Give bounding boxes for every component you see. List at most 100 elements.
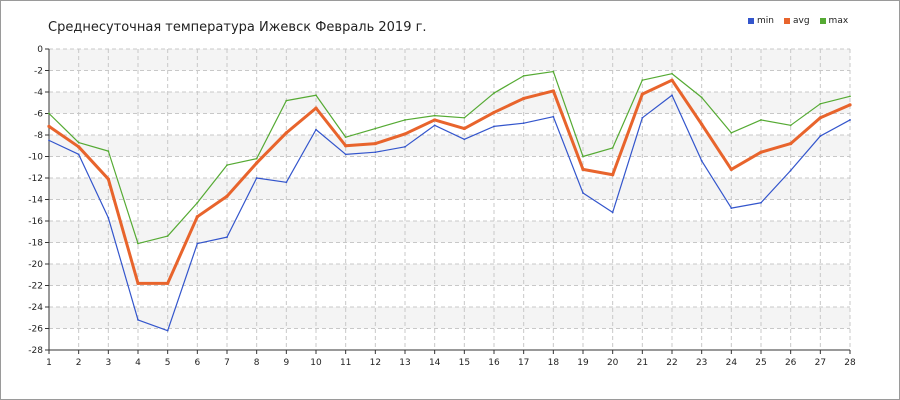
data-point-avg [403,132,407,136]
data-point-avg [759,150,763,154]
y-tick-label: -14 [28,196,43,206]
data-point-avg [848,103,852,107]
y-tick-label: -18 [28,239,43,249]
data-point-max [107,150,110,153]
data-point-max [641,79,644,82]
x-tick-label: 12 [370,358,381,368]
data-point-avg [373,142,377,146]
data-point-min [77,153,80,156]
data-point-avg [284,131,288,135]
y-tick-label: -8 [34,131,43,141]
data-point-max [285,99,288,102]
data-point-avg [492,110,496,115]
data-point-min [315,128,317,131]
x-tick-label: 17 [518,358,529,368]
x-tick-label: 7 [224,358,230,368]
grid-band [49,264,850,286]
data-point-min [166,329,169,332]
data-point-min [849,119,851,121]
data-point-max [760,119,762,121]
legend-label-avg: avg [792,16,810,26]
data-point-max [849,95,851,98]
data-point-max [344,136,347,139]
data-point-avg [640,92,644,96]
data-point-min [433,124,436,127]
data-point-avg [344,144,348,148]
data-point-min [641,116,644,119]
data-point-min [522,122,525,125]
data-point-min [493,125,495,128]
data-point-min [226,236,228,239]
legend-swatch-min [748,18,754,24]
legend-label-max: max [828,16,849,26]
data-point-max [463,116,466,119]
data-point-avg [729,167,733,171]
x-tick-label: 27 [815,358,826,368]
y-tick-label: -2 [34,67,43,77]
data-point-avg [47,124,51,128]
x-tick-label: 8 [254,358,260,368]
x-tick-label: 23 [696,358,707,368]
x-tick-label: 20 [607,358,619,368]
data-point-min [196,242,199,245]
legend-swatch-max [819,18,826,24]
y-tick-label: -12 [28,174,43,184]
y-tick-label: -28 [28,346,43,356]
data-point-min [582,192,584,194]
x-tick-label: 28 [844,358,856,368]
data-point-max [196,201,199,204]
data-point-min [611,211,614,214]
x-tick-label: 22 [666,358,677,368]
data-point-min [344,153,347,156]
data-point-min [404,145,406,148]
data-point-min [700,159,703,162]
y-tick-label: -26 [28,325,43,335]
y-tick-label: -22 [28,282,43,292]
data-point-max [730,131,733,134]
y-tick-label: -24 [28,303,43,313]
data-point-avg [77,145,81,149]
grid-band [49,135,850,157]
x-tick-label: 24 [726,358,738,368]
legend-item-max: max [819,16,849,26]
data-point-avg [195,215,199,219]
data-point-min [137,319,139,321]
x-tick-label: 10 [310,358,322,368]
x-tick-label: 3 [105,358,111,368]
data-point-avg [700,122,704,126]
y-tick-label: -16 [28,217,43,227]
data-point-max [493,92,495,94]
data-point-max [700,96,703,99]
data-point-avg [611,173,615,177]
grid-band [49,307,850,329]
legend-item-avg: avg [783,16,810,26]
grid-band [49,49,850,71]
data-point-max [819,102,822,105]
y-tick-label: -20 [28,260,43,270]
series-line-avg [47,78,852,285]
data-point-avg [789,142,793,146]
data-point-max [582,155,584,158]
data-point-min [789,169,792,172]
data-point-min [760,201,762,204]
data-point-min [255,177,258,179]
x-tick-label: 26 [785,358,797,368]
legend-label-min: min [757,16,774,26]
data-point-max [226,164,228,167]
x-tick-label: 15 [459,358,470,368]
data-point-min [730,207,733,210]
legend-item-min: min [748,16,774,26]
x-tick-label: 19 [577,358,589,368]
data-point-max [48,112,50,115]
grid-band [49,178,850,200]
x-tick-label: 14 [429,358,441,368]
data-point-min [463,138,466,141]
data-point-min [671,94,673,97]
grid-band [49,92,850,114]
y-tick-label: -6 [34,110,43,120]
x-tick-label: 1 [46,358,52,368]
series-line-min [48,94,851,332]
data-point-avg [462,126,466,131]
data-point-max [255,157,258,160]
